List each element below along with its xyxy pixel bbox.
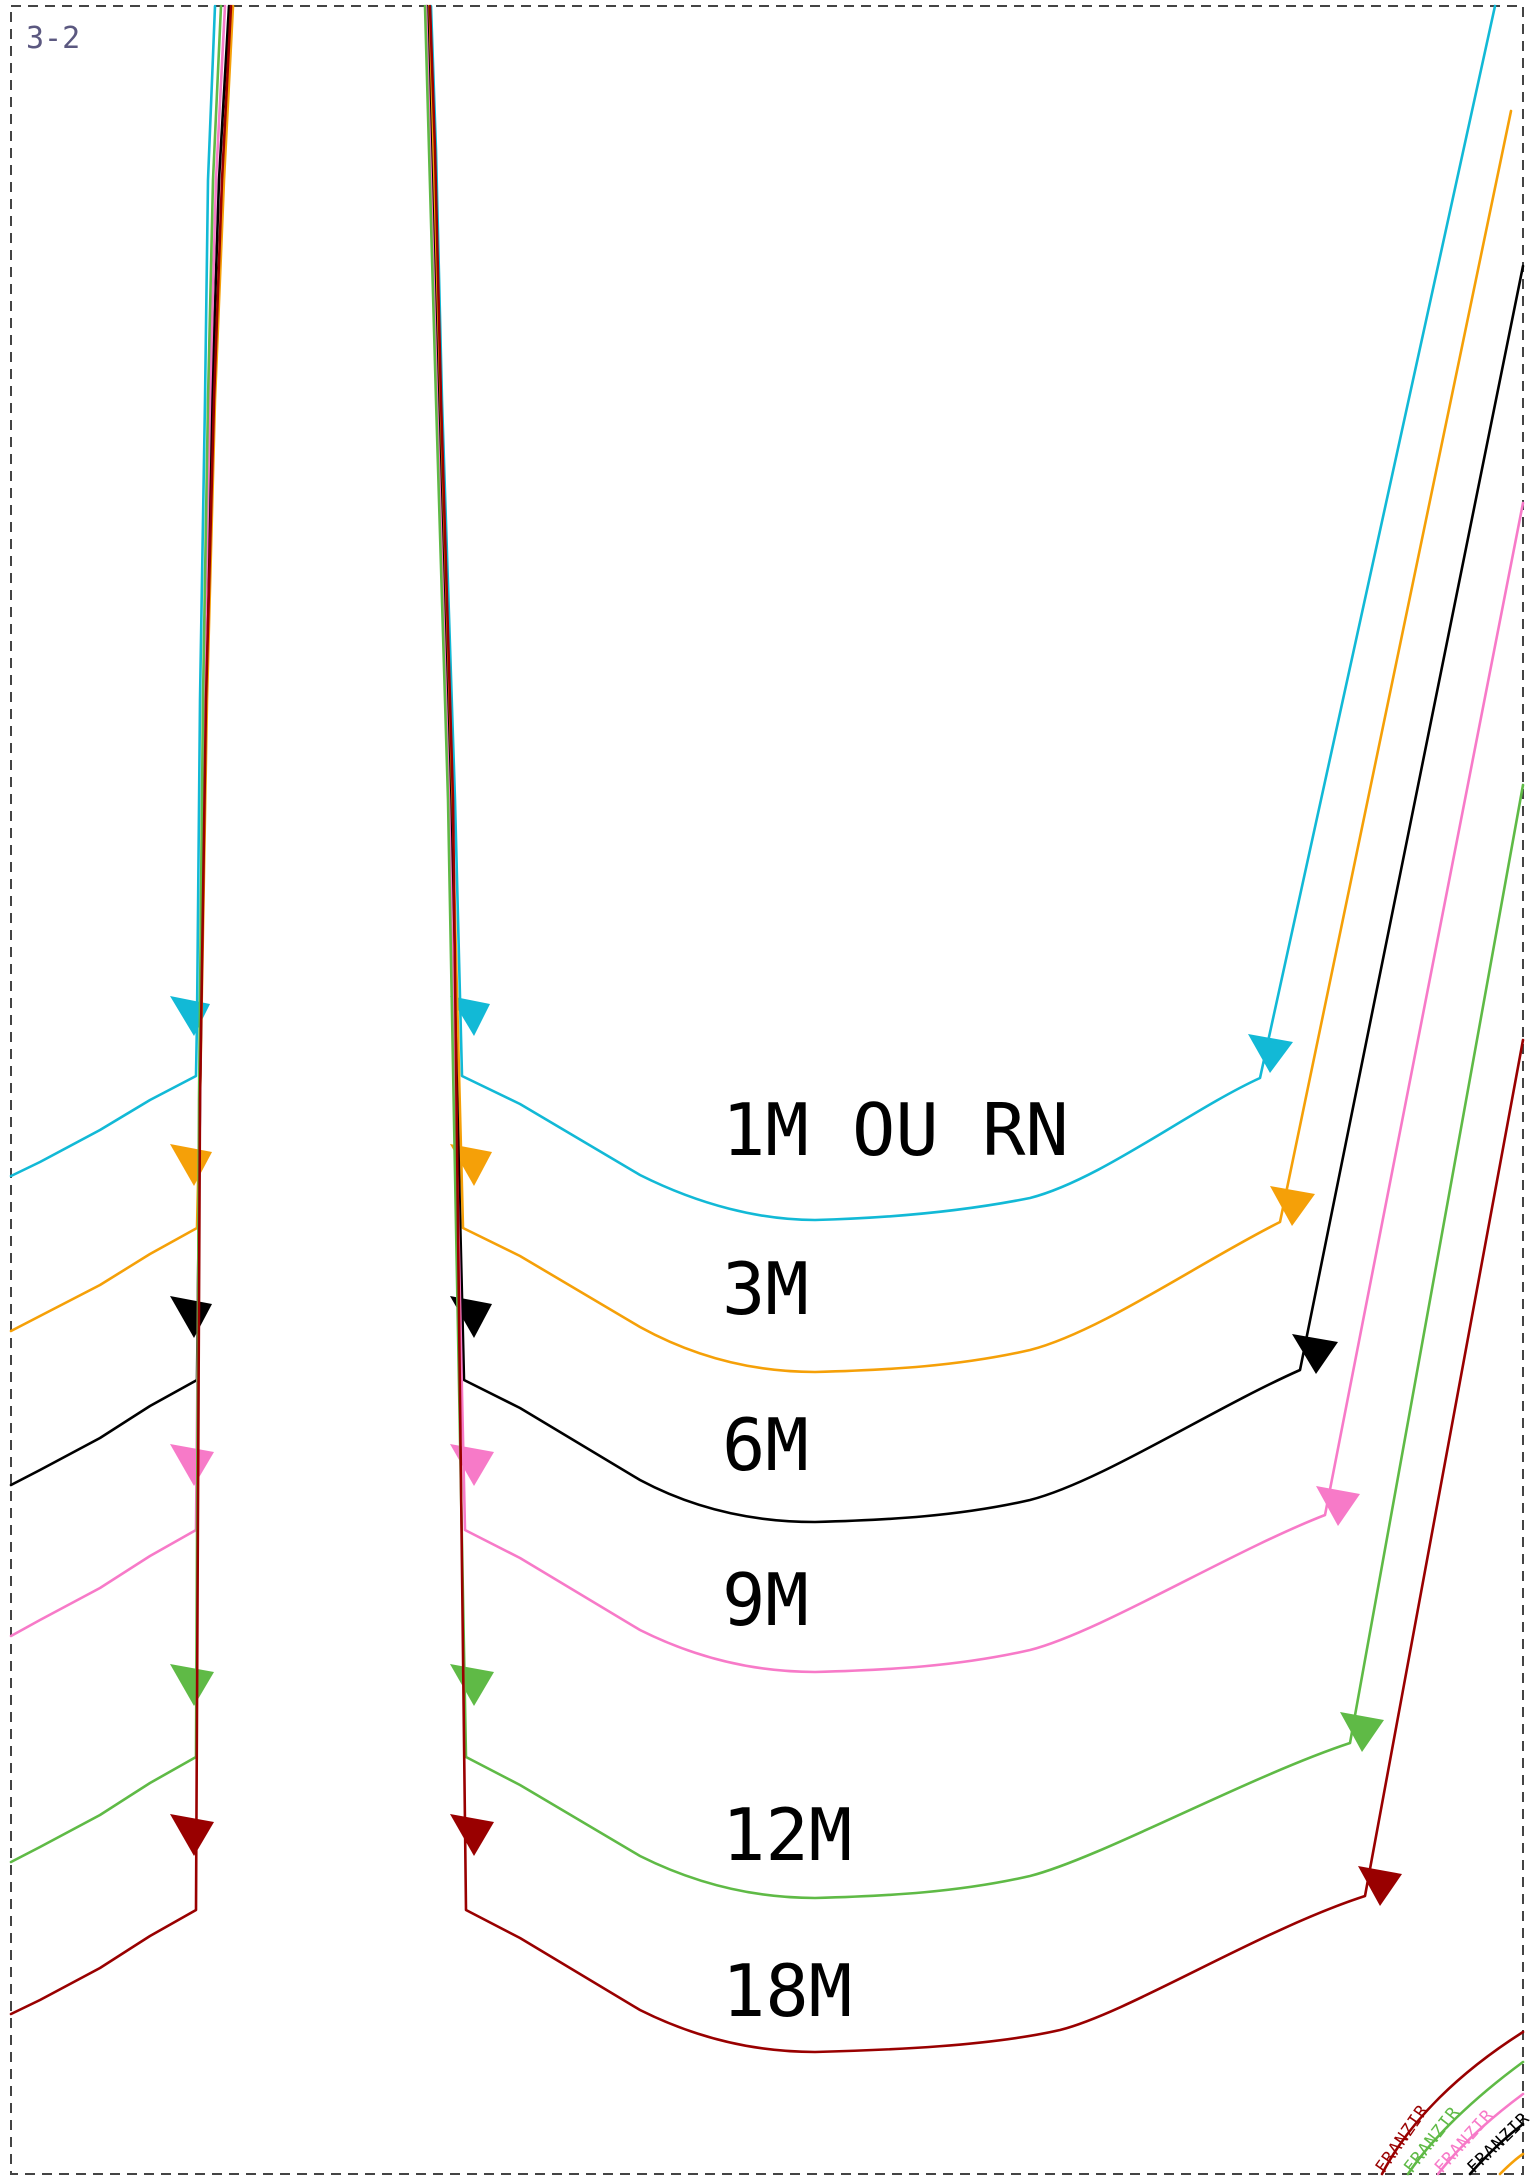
size-line-1m-left-dart <box>9 4 217 1178</box>
size-group-1m: 1M OU RN <box>9 4 1497 1222</box>
size-line-18m-left-dart <box>9 4 233 2016</box>
size-line-3m-right-dart <box>426 4 1513 1374</box>
notch-6m-left-dart <box>170 1296 212 1338</box>
notch-9m-right-dart <box>450 1444 494 1486</box>
notch-1m-left-dart <box>170 996 210 1036</box>
notch-3m-side <box>1270 1186 1315 1226</box>
notch-18m-right-dart <box>450 1814 494 1856</box>
size-line-9m-right-dart <box>424 4 1525 1674</box>
size-label-1m: 1M OU RN <box>722 1088 1069 1172</box>
corner-curve-9m <box>1436 2092 1525 2176</box>
notch-6m-side <box>1292 1334 1338 1374</box>
corner-curve-6m <box>1468 2122 1525 2176</box>
page-border <box>10 5 1524 2175</box>
notch-1m-side <box>1248 1034 1293 1073</box>
size-label-9m: 9M <box>722 1558 809 1642</box>
size-label-3m: 3M <box>722 1247 809 1331</box>
notch-18m-side <box>1358 1866 1402 1906</box>
size-line-9m-left-dart <box>9 4 227 1638</box>
size-group-18m: 18M <box>9 4 1525 2054</box>
size-label-6m: 6M <box>722 1403 809 1487</box>
size-line-12m-left-dart <box>9 4 223 1864</box>
notch-3m-right-dart <box>450 1144 492 1186</box>
notch-18m-left-dart <box>170 1814 214 1856</box>
size-line-12m-right-dart <box>423 4 1525 1900</box>
corner-curve-3m <box>1498 2152 1525 2176</box>
size-group-9m: 9M <box>9 4 1525 1674</box>
size-line-6m-right-dart <box>425 4 1525 1524</box>
notch-12m-left-dart <box>170 1664 214 1706</box>
corner-curve-12m <box>1406 2060 1525 2176</box>
corner-curve-18m <box>1380 2030 1525 2176</box>
notch-12m-side <box>1340 1712 1384 1752</box>
size-line-6m-left-dart <box>9 4 231 1487</box>
notch-1m-right-dart <box>450 996 490 1036</box>
notch-9m-left-dart <box>170 1444 214 1486</box>
notch-12m-right-dart <box>450 1664 494 1706</box>
size-label-18m: 18M <box>722 1949 852 2033</box>
size-line-18m-right-dart <box>428 4 1525 2054</box>
corner-gather-lines <box>1380 2030 1525 2176</box>
notch-3m-left-dart <box>170 1144 212 1186</box>
page-number-label: 3-2 <box>26 21 80 56</box>
size-line-1m-right-dart <box>429 4 1497 1222</box>
size-label-12m: 12M <box>722 1793 852 1877</box>
notch-9m-side <box>1316 1486 1360 1526</box>
